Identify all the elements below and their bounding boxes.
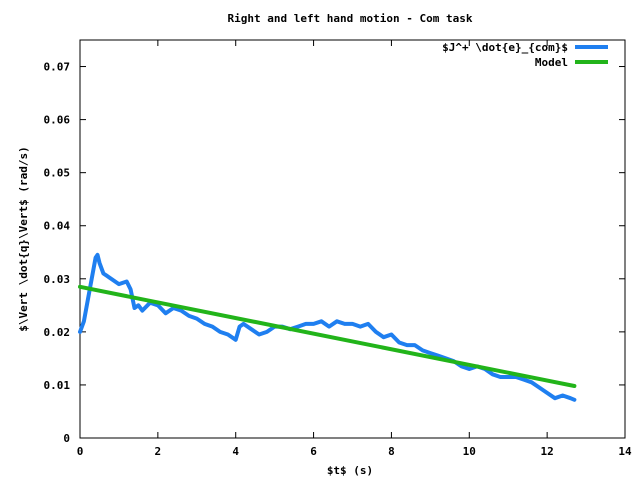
y-axis-label: $\Vert \dot{q}\Vert$ (rad/s)	[17, 146, 30, 331]
legend-label: $J^+ \dot{e}_{com}$	[442, 41, 568, 54]
legend-label: Model	[535, 56, 568, 69]
y-tick-label: 0.03	[44, 273, 71, 286]
x-tick-label: 6	[310, 445, 317, 458]
series-line-jdot	[78, 252, 577, 402]
x-axis: 0 2 4 6 8 10 12 14	[77, 40, 632, 458]
y-tick-label: 0.04	[44, 220, 71, 233]
series-line-model	[78, 284, 577, 388]
x-tick-label: 10	[463, 445, 476, 458]
y-tick-label: 0.01	[44, 379, 71, 392]
y-tick-label: 0.05	[44, 167, 71, 180]
y-tick-label: 0	[63, 432, 70, 445]
x-tick-label: 4	[232, 445, 239, 458]
x-tick-label: 14	[618, 445, 632, 458]
y-tick-label: 0.02	[44, 326, 71, 339]
legend: $J^+ \dot{e}_{com}$ Model	[442, 41, 608, 69]
y-tick-label: 0.07	[44, 61, 71, 74]
x-tick-label: 12	[541, 445, 554, 458]
plot-frame	[79, 39, 626, 439]
y-axis: 0 0.01 0.02 0.03 0.04 0.05 0.06 0.07	[44, 61, 625, 445]
x-tick-label: 8	[388, 445, 395, 458]
y-tick-label: 0.06	[44, 114, 71, 127]
x-axis-label: $t$ (s)	[327, 464, 373, 477]
chart-title: Right and left hand motion - Com task	[227, 12, 472, 25]
series-layer	[78, 252, 577, 402]
x-tick-label: 2	[155, 445, 162, 458]
x-tick-label: 0	[77, 445, 84, 458]
